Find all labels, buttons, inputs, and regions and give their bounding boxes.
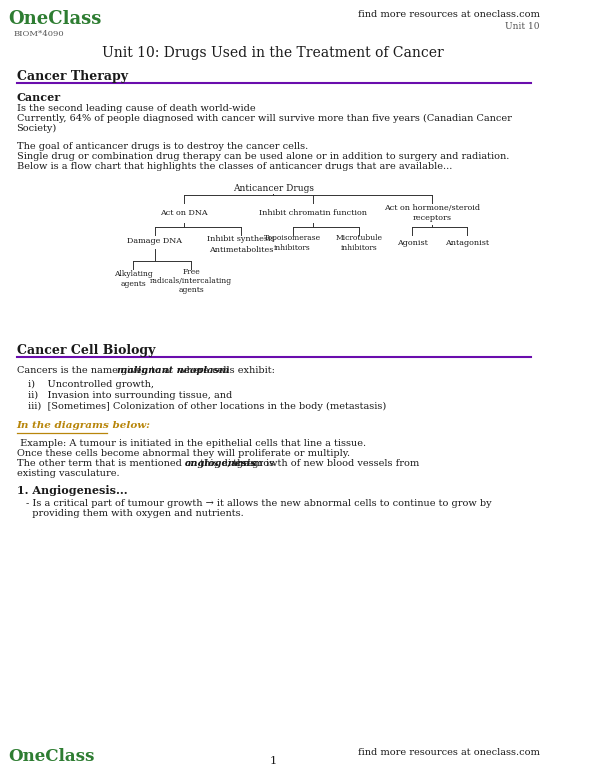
Text: Microtubule
inhibitors: Microtubule inhibitors — [335, 234, 382, 252]
Text: Society): Society) — [17, 124, 57, 133]
Text: Cancer: Cancer — [17, 92, 61, 103]
Text: find more resources at oneclass.com: find more resources at oneclass.com — [358, 748, 540, 757]
Text: Alkylating
agents: Alkylating agents — [114, 270, 153, 287]
Text: The goal of anticancer drugs is to destroy the cancer cells.: The goal of anticancer drugs is to destr… — [17, 142, 308, 151]
Text: The other term that is mentioned on this diagram is: The other term that is mentioned on this… — [17, 459, 277, 468]
Text: Cancers is the name given to a: Cancers is the name given to a — [17, 366, 173, 375]
Text: Single drug or combination drug therapy can be used alone or in addition to surg: Single drug or combination drug therapy … — [17, 152, 509, 161]
Text: OneClass: OneClass — [8, 748, 95, 765]
Text: angiogenesis: angiogenesis — [185, 459, 257, 468]
Text: Cancer Therapy: Cancer Therapy — [17, 70, 127, 83]
Text: Anticancer Drugs: Anticancer Drugs — [233, 185, 314, 193]
Text: , the growth of new blood vessels from: , the growth of new blood vessels from — [227, 459, 419, 468]
Text: malignant neoplasm: malignant neoplasm — [117, 366, 229, 375]
Text: 1: 1 — [270, 756, 277, 766]
Text: providing them with oxygen and nutrients.: providing them with oxygen and nutrients… — [26, 509, 243, 518]
Text: Below is a flow chart that highlights the classes of anticancer drugs that are a: Below is a flow chart that highlights th… — [17, 162, 452, 171]
Text: Free
radicals/intercalating
agents: Free radicals/intercalating agents — [151, 268, 233, 294]
Text: Once these cells become abnormal they will proliferate or multiply.: Once these cells become abnormal they wi… — [17, 449, 350, 458]
Text: where cells exhibit:: where cells exhibit: — [175, 366, 275, 375]
Text: 1. Angiogenesis...: 1. Angiogenesis... — [17, 485, 127, 496]
Text: ii)   Invasion into surrounding tissue, and: ii) Invasion into surrounding tissue, an… — [27, 391, 232, 400]
Text: Inhibit chromatin function: Inhibit chromatin function — [259, 209, 367, 217]
Text: Is the second leading cause of death world-wide: Is the second leading cause of death wor… — [17, 104, 255, 113]
Text: Topoisomerase
inhibitors: Topoisomerase inhibitors — [264, 234, 321, 252]
Text: Cancer Cell Biology: Cancer Cell Biology — [17, 344, 155, 357]
Text: OneClass: OneClass — [8, 10, 102, 28]
Text: BIOM*4090: BIOM*4090 — [14, 30, 64, 38]
Text: Antimetabolites: Antimetabolites — [209, 246, 273, 254]
Text: Currently, 64% of people diagnosed with cancer will survive more than five years: Currently, 64% of people diagnosed with … — [17, 114, 512, 123]
Text: - Is a critical part of tumour growth → it allows the new abnormal cells to cont: - Is a critical part of tumour growth → … — [26, 499, 491, 508]
Text: Unit 10: Unit 10 — [505, 22, 540, 31]
Text: Damage DNA: Damage DNA — [127, 237, 182, 245]
Text: iii)  [Sometimes] Colonization of other locations in the body (metastasis): iii) [Sometimes] Colonization of other l… — [27, 402, 386, 411]
Text: Agonist: Agonist — [397, 239, 428, 247]
Text: Example: A tumour is initiated in the epithelial cells that line a tissue.: Example: A tumour is initiated in the ep… — [17, 439, 366, 448]
Text: Antagonist: Antagonist — [445, 239, 489, 247]
Text: existing vasculature.: existing vasculature. — [17, 469, 119, 478]
Text: Unit 10: Drugs Used in the Treatment of Cancer: Unit 10: Drugs Used in the Treatment of … — [102, 46, 444, 60]
Text: i)    Uncontrolled growth,: i) Uncontrolled growth, — [27, 380, 154, 389]
Text: Inhibit synthesis: Inhibit synthesis — [207, 235, 275, 243]
Text: Act on hormone/steroid
receptors: Act on hormone/steroid receptors — [384, 204, 480, 222]
Text: In the diagrams below:: In the diagrams below: — [17, 421, 151, 430]
Text: Act on DNA: Act on DNA — [160, 209, 208, 217]
Text: find more resources at oneclass.com: find more resources at oneclass.com — [358, 10, 540, 19]
